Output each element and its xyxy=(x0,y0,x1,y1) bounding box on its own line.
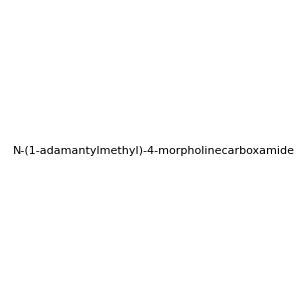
Text: N-(1-adamantylmethyl)-4-morpholinecarboxamide: N-(1-adamantylmethyl)-4-morpholinecarbox… xyxy=(13,146,295,157)
